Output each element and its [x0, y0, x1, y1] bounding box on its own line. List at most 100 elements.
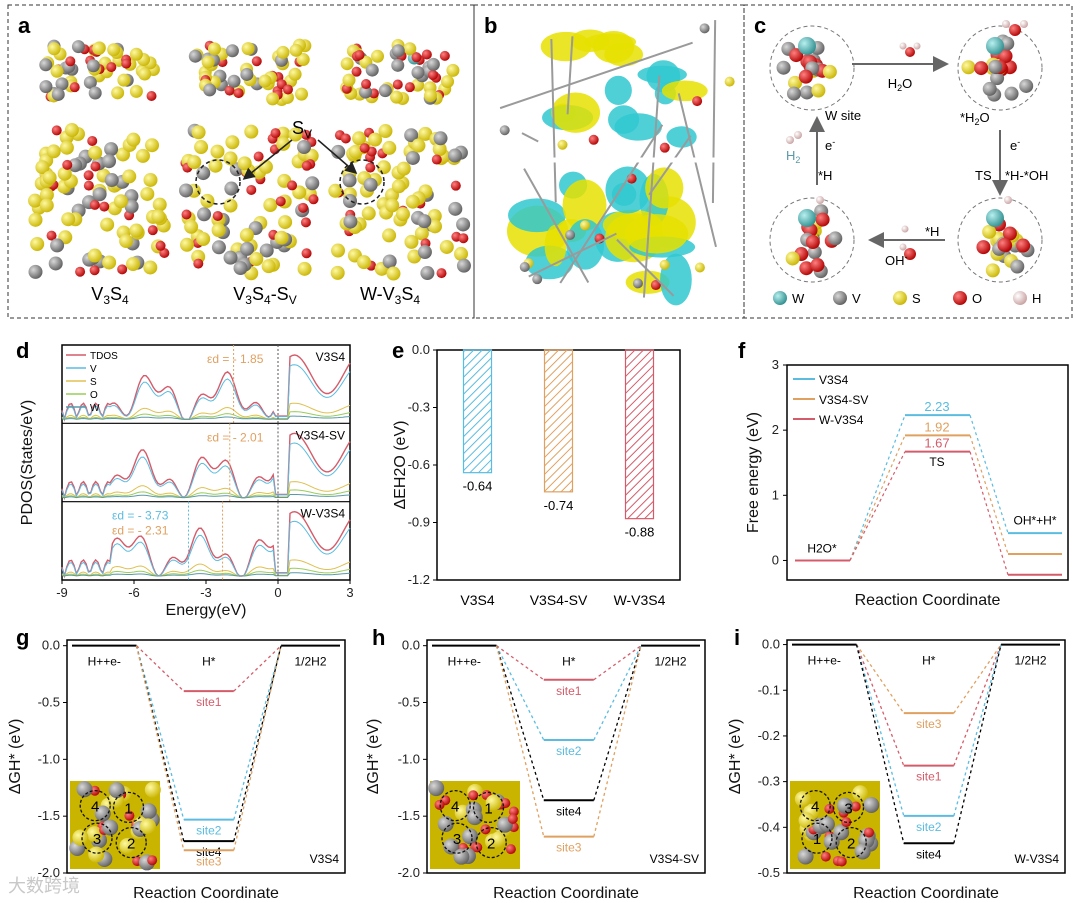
atom-S	[57, 166, 72, 181]
g-stage-label: 1/2H2	[295, 655, 327, 669]
atom-S	[102, 255, 117, 270]
watermark: 大数跨境	[8, 876, 80, 896]
atom-S	[119, 234, 134, 249]
h-ytick-label: -1.0	[398, 751, 420, 766]
d-curve-tdos	[61, 432, 351, 501]
atom-V	[68, 158, 83, 173]
g-site-label: site1	[196, 695, 222, 709]
atom-S	[396, 161, 411, 176]
d-xlabel: Energy(eV)	[166, 602, 247, 619]
d-xtick-label: -3	[200, 585, 212, 600]
g-ylabel: ΔGH* (eV)	[7, 719, 24, 795]
atom-S	[194, 140, 209, 155]
cluster-boundary	[769, 197, 855, 283]
i-inset-site-number: 4	[811, 799, 819, 816]
atom-V	[88, 86, 102, 100]
label-wsite: W site	[825, 108, 861, 123]
d-subpanel-name: W-V3S4	[301, 507, 346, 521]
g-ytick-label: -0.5	[38, 695, 60, 710]
density-blob	[661, 80, 708, 102]
caption-w-v3s4: W-V3S4	[360, 284, 420, 307]
density-blob	[562, 179, 607, 231]
atom-V	[404, 128, 419, 143]
i-ytick-label: -0.1	[758, 682, 780, 697]
atom-V	[499, 125, 510, 136]
atom-V	[411, 65, 425, 79]
atom-V	[1010, 259, 1025, 274]
atom-S	[266, 92, 280, 106]
atom-V	[532, 274, 543, 285]
atom-V	[124, 189, 139, 204]
d-xtick-label: 0	[274, 585, 281, 600]
atom-O	[427, 70, 438, 81]
atom-H	[1020, 20, 1028, 28]
panel-b-frame	[473, 4, 745, 319]
atom-V	[786, 86, 801, 101]
atom-O	[87, 135, 98, 146]
d-curve-v	[61, 364, 351, 421]
atom-H	[901, 225, 909, 233]
atom-S	[352, 131, 367, 146]
i-site-label: site2	[916, 820, 942, 834]
label-h-ads-right: *H	[925, 224, 939, 239]
h-inset-site-number: 3	[453, 831, 461, 848]
panel-a-letter: a	[18, 13, 31, 38]
h-inset-site-ring	[439, 789, 471, 822]
d-xtick-label: 3	[346, 585, 353, 600]
atom-V	[86, 59, 100, 73]
atom-S	[30, 236, 45, 251]
h-stage-label: H*	[562, 655, 576, 669]
atom-W	[773, 291, 787, 305]
atom-S	[196, 232, 211, 247]
label-e2: e-	[825, 137, 835, 153]
atom-S	[376, 160, 391, 175]
atom-V	[836, 797, 853, 814]
atom-V	[102, 819, 119, 836]
atom-S	[423, 89, 437, 103]
atom-V	[50, 238, 65, 253]
atom-O	[46, 230, 57, 241]
atom-H	[786, 136, 794, 144]
i-inset-site-ring	[799, 789, 831, 822]
chart-i: 0.0 -0.1 -0.2 -0.3 -0.4 -0.5 site3 site1 site2 si…	[727, 637, 1066, 902]
g-inset-site-ring	[115, 826, 147, 859]
atom-O	[287, 180, 298, 191]
d-subpanel-name: V3S4-SV	[296, 428, 345, 442]
atom-V	[51, 87, 65, 101]
chart-e: 0.0 -0.3 -0.6 -0.9 -1.2 -0.64 V3S4 -0.74 V3S4-SV…	[392, 342, 681, 608]
atom-S	[88, 145, 103, 160]
atom-O	[124, 810, 135, 821]
atom-S	[557, 139, 568, 150]
atom-H	[794, 131, 802, 139]
atom-S	[208, 158, 223, 173]
atom-O	[121, 58, 132, 69]
atom-S	[258, 74, 272, 88]
label-h2: H2	[786, 148, 800, 165]
atom-S	[427, 219, 442, 234]
f-ytick-label: 0	[772, 552, 779, 567]
atom-S	[368, 132, 383, 147]
atom-S	[852, 785, 869, 802]
atom-O	[359, 143, 370, 154]
atom-O	[75, 266, 86, 277]
atom-S	[86, 826, 103, 843]
cluster-boundary	[769, 25, 855, 111]
h-inset-site-ring	[441, 822, 473, 854]
panel-c-frame	[743, 4, 1073, 319]
i-inset-site-number: 1	[813, 831, 821, 848]
atom-O	[89, 265, 100, 276]
bond	[566, 36, 574, 115]
d-xtick-label: -9	[56, 585, 68, 600]
f-ytick-label: 2	[772, 422, 779, 437]
atom-V	[48, 256, 63, 271]
atom-O	[83, 180, 94, 191]
i-ytick-label: -0.2	[758, 728, 780, 743]
atom-S	[145, 138, 160, 153]
atom-W	[986, 209, 1004, 227]
atom-V	[437, 816, 454, 833]
atom-S	[129, 223, 144, 238]
f-connector	[969, 435, 1009, 555]
atom-V	[456, 258, 471, 273]
d-legend-label: O	[90, 390, 98, 401]
